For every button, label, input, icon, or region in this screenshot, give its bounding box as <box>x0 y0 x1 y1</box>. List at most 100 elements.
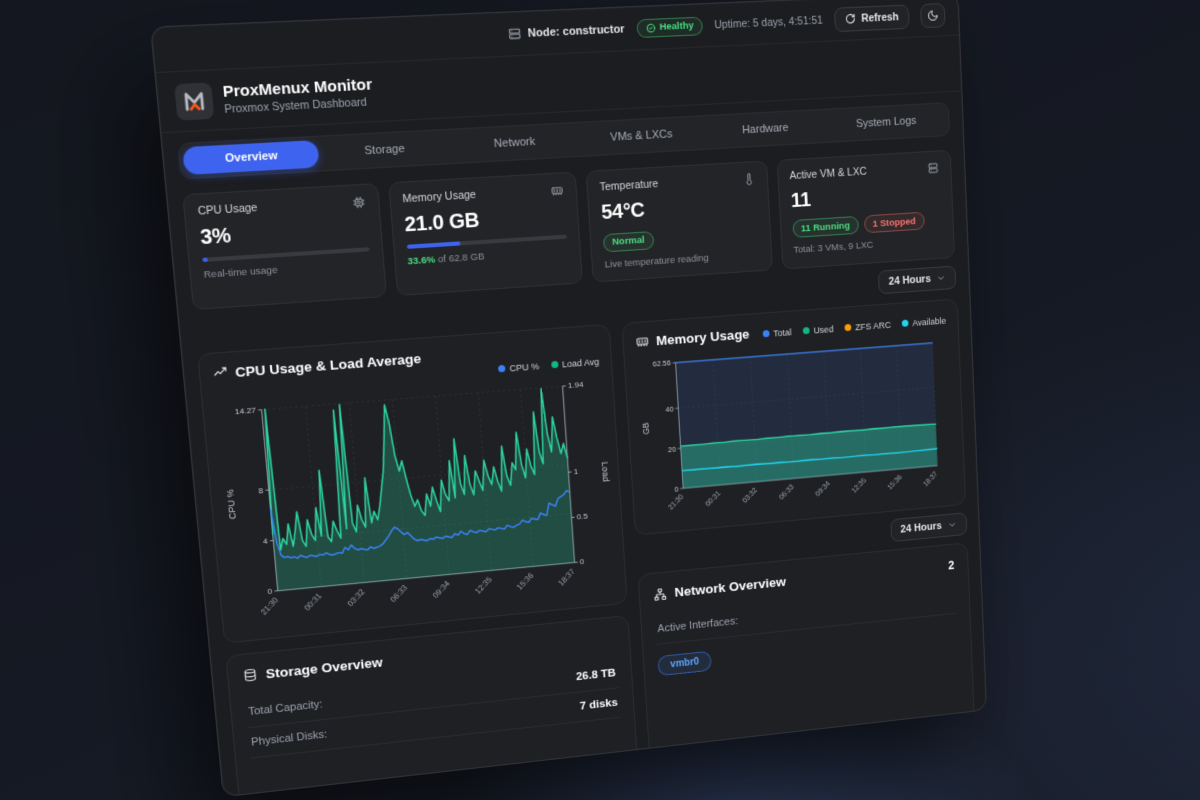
memory-percent-text: 33.6% <box>407 254 436 268</box>
cpu-card-label: CPU Usage <box>197 201 258 218</box>
svg-text:00:31: 00:31 <box>704 489 722 508</box>
network-title: Network Overview <box>674 574 787 600</box>
cpu-icon <box>351 195 366 209</box>
temperature-card-label: Temperature <box>599 177 659 194</box>
health-label: Healthy <box>659 20 694 33</box>
svg-text:1.94: 1.94 <box>568 380 584 390</box>
theme-toggle-button[interactable] <box>920 2 946 28</box>
temperature-card-caption: Live temperature reading <box>604 252 709 271</box>
tab-hardware[interactable]: Hardware <box>741 121 789 137</box>
server-icon <box>508 27 522 41</box>
memory-total-text: of 62.8 GB <box>434 251 485 266</box>
time-range-select[interactable]: 24 Hours <box>877 265 957 294</box>
legend-dot <box>844 323 852 332</box>
svg-text:12:35: 12:35 <box>850 476 868 495</box>
active-vm-card: Active VM & LXC 11 11 Running 1 Stopped … <box>776 149 956 270</box>
uptime-text: Uptime: 5 days, 4:51:51 <box>714 13 824 32</box>
svg-text:06:33: 06:33 <box>777 482 795 501</box>
dashboard-window: Node: constructor Healthy Uptime: 5 days… <box>150 0 988 798</box>
svg-text:15:36: 15:36 <box>886 472 904 491</box>
svg-text:03:32: 03:32 <box>346 587 367 608</box>
svg-text:8: 8 <box>258 486 264 495</box>
network-count: 2 <box>948 558 955 572</box>
cpu-card-value: 3% <box>199 224 232 250</box>
svg-text:40: 40 <box>665 404 674 413</box>
svg-text:06:33: 06:33 <box>389 583 410 604</box>
temperature-card: Temperature 54°C Normal Live temperature… <box>585 160 773 283</box>
refresh-label: Refresh <box>861 10 899 25</box>
memory-usage-card: Memory Usage 21.0 GB 33.6% of 62.8 GB <box>387 171 583 296</box>
svg-text:0: 0 <box>674 484 678 493</box>
tab-overview[interactable]: Overview <box>182 140 320 175</box>
svg-text:15:36: 15:36 <box>515 570 535 591</box>
svg-text:18:37: 18:37 <box>921 469 939 488</box>
vm-stopped-badge: 1 Stopped <box>863 211 925 234</box>
svg-text:4: 4 <box>263 536 269 545</box>
memory-card-value: 21.0 GB <box>403 209 480 237</box>
cpu-usage-card: CPU Usage 3% Real-time usage <box>182 183 387 310</box>
chevron-down-icon <box>936 273 946 283</box>
time-range-bottom-value: 24 Hours <box>900 520 943 536</box>
chevron-down-icon-bottom <box>947 520 957 530</box>
svg-text:62.56: 62.56 <box>652 358 671 368</box>
vm-running-badge: 11 Running <box>791 215 859 239</box>
memory-chart-icon <box>635 334 650 349</box>
legend-item: Used <box>802 324 834 336</box>
svg-text:14.27: 14.27 <box>234 406 256 417</box>
health-badge: Healthy <box>635 16 704 38</box>
cpu-load-chart: 21:30 00:31 03:32 06:33 09:34 12:35 15:36 18:37… <box>224 380 610 616</box>
memory-chart-card: Memory Usage Total Used ZFS ARC Available 2… <box>621 297 966 536</box>
cpu-load-chart-card: CPU Usage & Load Average CPU % Load Avg 2… <box>197 323 628 644</box>
check-circle-icon <box>645 22 656 33</box>
svg-text:09:34: 09:34 <box>814 479 832 498</box>
memory-progress-fill <box>406 241 461 249</box>
refresh-button[interactable]: Refresh <box>833 4 910 32</box>
left-column: CPU Usage & Load Average CPU % Load Avg 2… <box>197 323 644 798</box>
logo-m <box>181 89 207 114</box>
tab-network[interactable]: Network <box>493 135 536 151</box>
right-column: Memory Usage Total Used ZFS ARC Available 2… <box>621 297 977 798</box>
time-range-select-bottom[interactable]: 24 Hours <box>889 512 967 543</box>
cpu-progress-fill <box>202 257 208 263</box>
network-icon <box>653 587 667 602</box>
memory-chart-title: Memory Usage <box>655 326 750 348</box>
cpu-card-caption: Real-time usage <box>203 264 279 281</box>
memory-card-label: Memory Usage <box>402 188 477 206</box>
storage-disks-label: Physical Disks: <box>250 728 328 749</box>
app-titles: ProxMenux Monitor Proxmox System Dashboa… <box>222 76 374 116</box>
svg-text:00:31: 00:31 <box>303 591 324 612</box>
svg-text:0.5: 0.5 <box>576 512 588 522</box>
activity-icon <box>212 365 228 381</box>
legend-item: Total <box>762 327 792 339</box>
svg-text:0: 0 <box>580 557 585 566</box>
legend-dot <box>802 326 810 335</box>
svg-text:CPU %: CPU % <box>224 488 237 519</box>
servers-icon <box>927 161 940 175</box>
svg-text:09:34: 09:34 <box>431 579 452 600</box>
node-info: Node: constructor <box>508 22 625 41</box>
legend-item: CPU % <box>498 361 539 374</box>
legend-item: Available <box>901 315 946 328</box>
svg-text:03:32: 03:32 <box>741 485 759 504</box>
tab-system-logs[interactable]: System Logs <box>855 114 917 131</box>
storage-overview-card: Storage Overview Total Capacity: 26.8 TB… <box>225 614 644 798</box>
svg-text:20: 20 <box>668 444 676 453</box>
tab-storage[interactable]: Storage <box>363 142 406 158</box>
svg-text:12:35: 12:35 <box>473 574 493 595</box>
legend-dot <box>901 319 909 327</box>
vm-card-value: 11 <box>790 188 812 213</box>
storage-capacity-label: Total Capacity: <box>247 697 324 718</box>
interface-badge[interactable]: vmbr0 <box>657 650 712 677</box>
legend-item: ZFS ARC <box>844 319 891 332</box>
vm-card-label: Active VM & LXC <box>789 165 867 183</box>
moon-icon <box>927 9 939 22</box>
storage-capacity-value: 26.8 TB <box>575 666 617 683</box>
network-overview-card: Network Overview 2 Active Interfaces: vm… <box>637 542 977 798</box>
svg-text:18:37: 18:37 <box>557 567 577 588</box>
legend-dot <box>498 364 506 373</box>
tab-vms-lxcs[interactable]: VMs & LXCs <box>609 128 673 144</box>
refresh-icon <box>845 13 856 25</box>
dashboard-columns: CPU Usage & Load Average CPU % Load Avg 2… <box>181 289 987 798</box>
svg-text:21:30: 21:30 <box>259 595 280 616</box>
legend-item: Load Avg <box>550 356 599 370</box>
